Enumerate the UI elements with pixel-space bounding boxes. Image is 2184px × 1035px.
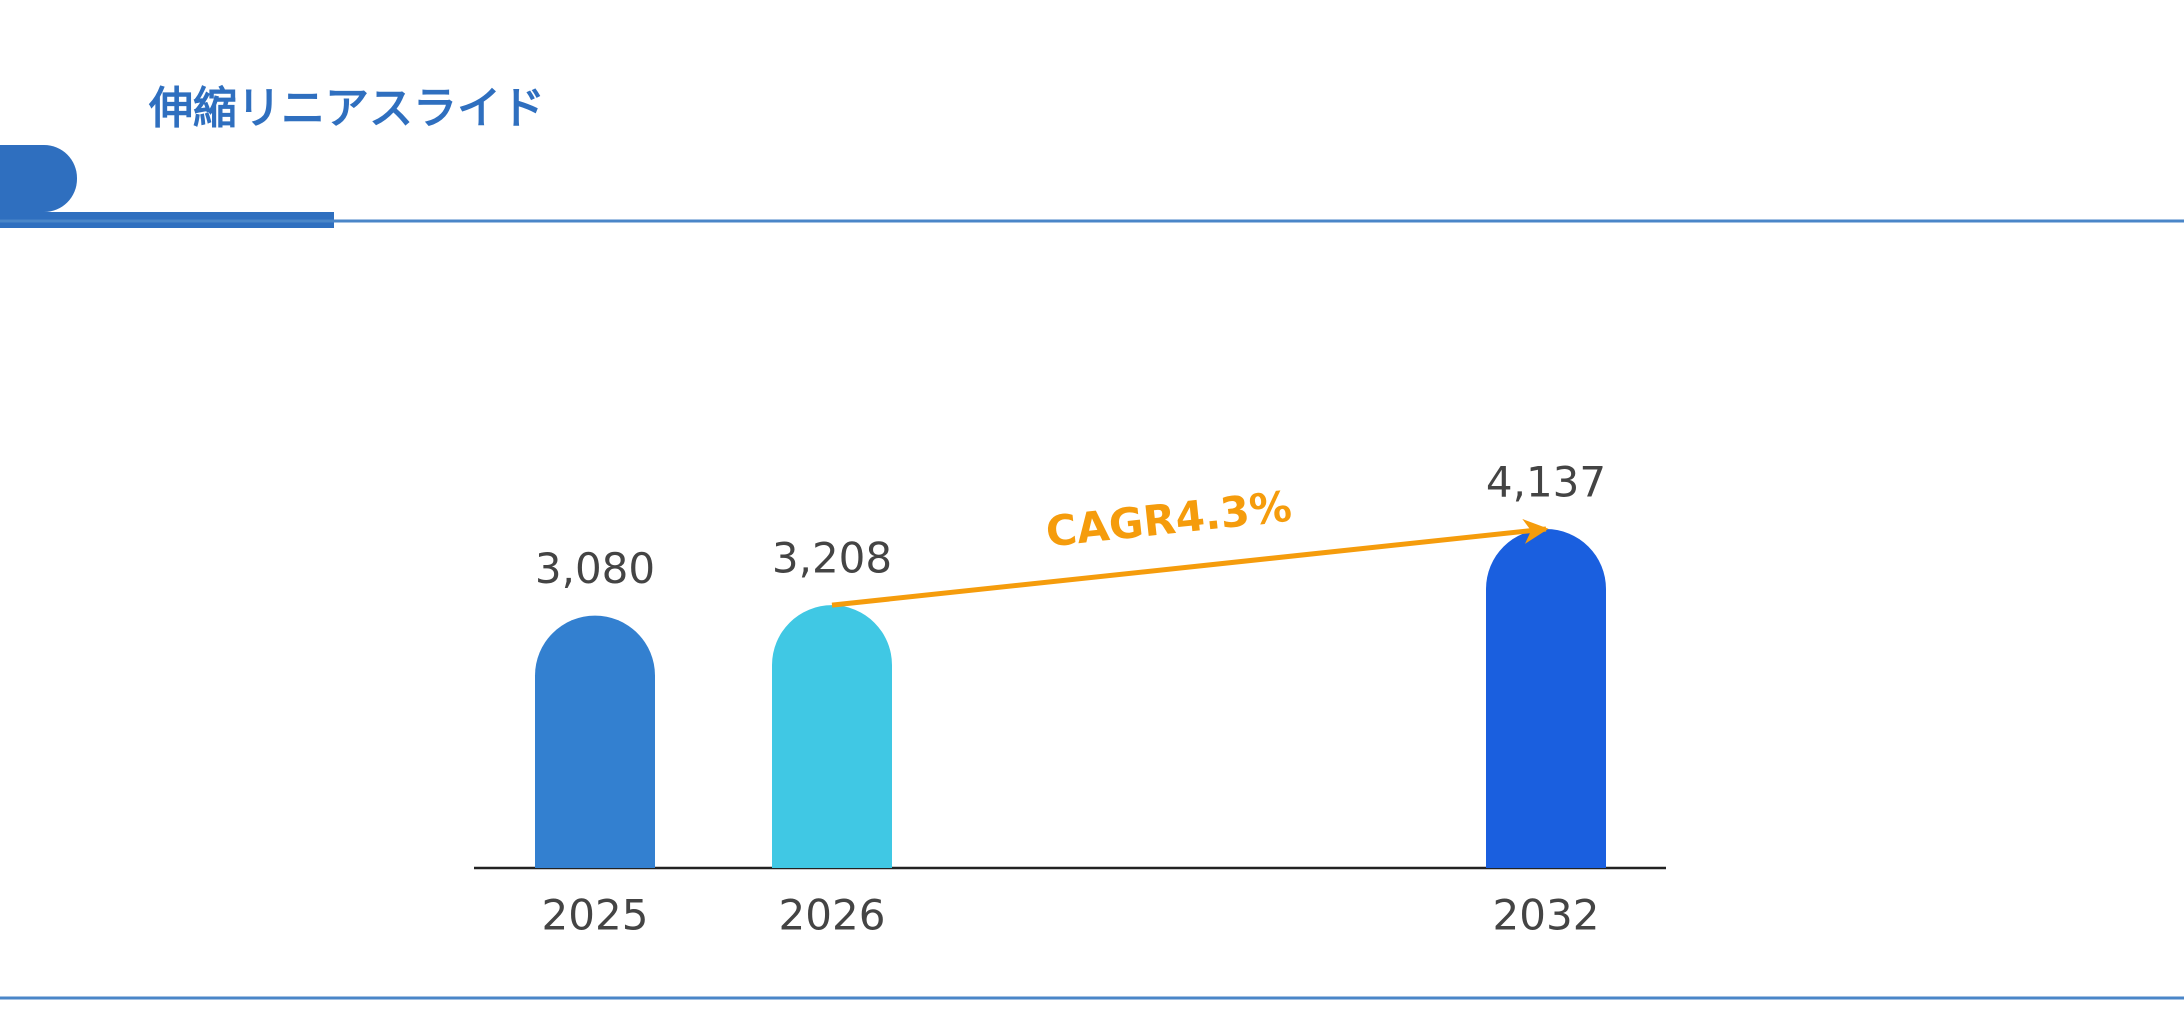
x-tick-label: 2032 bbox=[1493, 891, 1600, 940]
value-label: 3,080 bbox=[535, 544, 655, 593]
chart-title: 伸縮リニアスライド bbox=[148, 83, 545, 134]
value-label: 3,208 bbox=[772, 534, 892, 583]
header-tab bbox=[0, 145, 77, 212]
cagr-label: CAGR4.3% bbox=[1043, 482, 1293, 557]
value-label: 4,137 bbox=[1486, 458, 1606, 507]
x-tick-label: 2026 bbox=[779, 891, 886, 940]
bar bbox=[1486, 529, 1606, 868]
x-tick-label: 2025 bbox=[542, 891, 649, 940]
bar bbox=[772, 605, 892, 868]
cagr-arrow bbox=[831, 518, 1549, 608]
bar bbox=[535, 615, 655, 868]
